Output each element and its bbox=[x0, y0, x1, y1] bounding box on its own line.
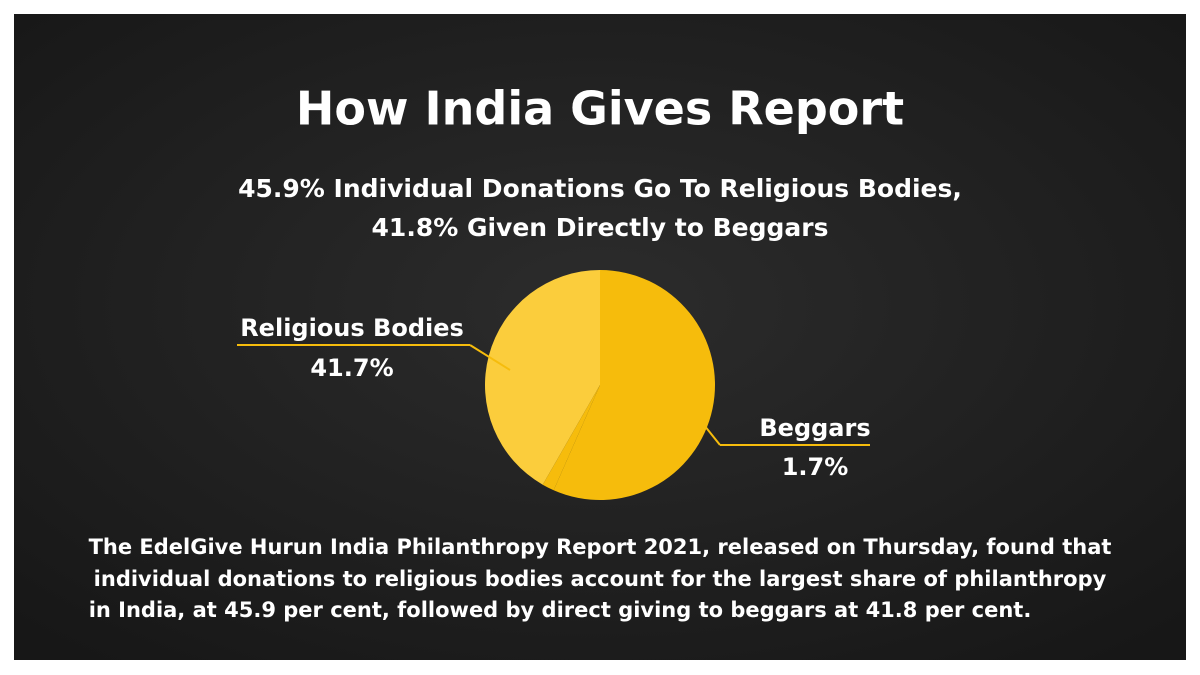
slice-label: Religious Bodies bbox=[240, 314, 464, 342]
leader-line bbox=[469, 344, 511, 371]
pie-slice bbox=[485, 270, 600, 485]
subtitle: 41.8% Given Directly to Beggars bbox=[372, 213, 829, 242]
note: individual donations to religious bodies… bbox=[94, 567, 1107, 591]
pie-slice bbox=[553, 270, 715, 501]
note: The EdelGive Hurun India Philanthropy Re… bbox=[89, 535, 1112, 559]
chart-title: How India Gives Report bbox=[296, 82, 904, 136]
pie bbox=[485, 270, 715, 501]
subtitle: 45.9% Individual Donations Go To Religio… bbox=[238, 174, 962, 203]
pie-slice bbox=[542, 385, 600, 491]
leader-line bbox=[699, 419, 721, 446]
slice-label: Beggars bbox=[759, 414, 870, 442]
value-label: 41.7% bbox=[310, 354, 393, 382]
value-label: 1.7% bbox=[782, 453, 849, 481]
note: in India, at 45.9 per cent, followed by … bbox=[89, 598, 1032, 622]
